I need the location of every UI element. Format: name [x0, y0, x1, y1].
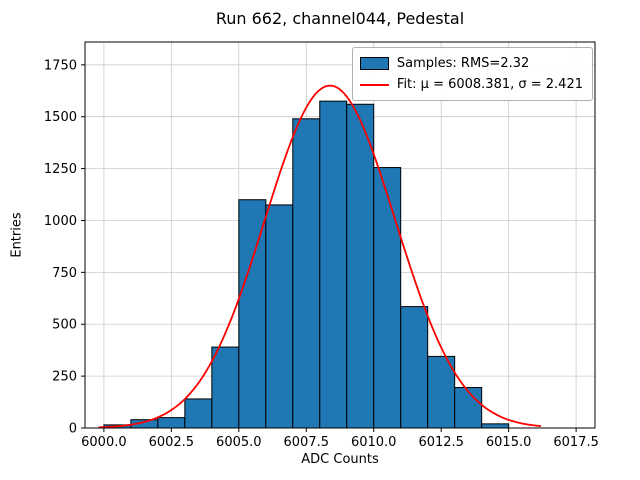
y-tick-label: 1500: [44, 110, 77, 125]
x-tick-label: 6002.5: [149, 435, 195, 450]
histogram-bar: [157, 417, 186, 429]
histogram-bar: [184, 398, 213, 429]
histogram-bar: [481, 423, 510, 429]
chart-title: Run 662, channel044, Pedestal: [215, 9, 465, 28]
legend-item-samples: Samples: RMS=2.32: [359, 53, 583, 74]
histogram-bar: [454, 387, 483, 429]
x-tick-label: 6000.0: [81, 435, 127, 450]
histogram-bar: [211, 346, 240, 429]
x-tick-label: 6015.0: [486, 435, 532, 450]
histogram-bars: [103, 100, 510, 429]
histogram-bar: [238, 199, 267, 429]
legend-label-fit: Fit: μ = 6008.381, σ = 2.421: [396, 77, 583, 92]
y-tick-label: 0: [69, 422, 77, 437]
y-tick-label: 1250: [44, 162, 77, 177]
histogram-bar: [319, 100, 348, 429]
histogram-bar: [373, 167, 402, 429]
x-tick-label: 6007.5: [284, 435, 330, 450]
y-tick-label: 250: [52, 370, 77, 385]
fit-line-swatch: [359, 83, 389, 86]
y-tick-label: 750: [52, 266, 77, 281]
x-tick-label: 6017.5: [553, 435, 599, 450]
x-axis-label: ADC Counts: [301, 452, 379, 467]
x-tick-label: 6005.0: [216, 435, 262, 450]
histogram-bar: [346, 103, 375, 429]
histogram-swatch: [359, 57, 389, 70]
legend-label-samples: Samples: RMS=2.32: [396, 56, 530, 71]
histogram-bar: [400, 306, 429, 429]
y-tick-label: 1750: [44, 58, 77, 73]
y-tick-label: 500: [52, 318, 77, 333]
histogram-bar: [265, 204, 294, 429]
axis-ticks: 6000.0 6002.5 6005.0 6007.5 6010.0 6012.5 6015…: [44, 58, 599, 450]
x-tick-label: 6012.5: [418, 435, 464, 450]
x-tick-label: 6010.0: [351, 435, 397, 450]
fit-curve: [98, 84, 542, 429]
legend: Samples: RMS=2.32 Fit: μ = 6008.381, σ =…: [351, 47, 593, 101]
histogram-bar: [427, 355, 456, 429]
axes-frame: [84, 41, 596, 429]
histogram-bar: [292, 118, 321, 429]
legend-item-fit: Fit: μ = 6008.381, σ = 2.421: [359, 74, 583, 95]
y-tick-label: 1000: [44, 214, 77, 229]
